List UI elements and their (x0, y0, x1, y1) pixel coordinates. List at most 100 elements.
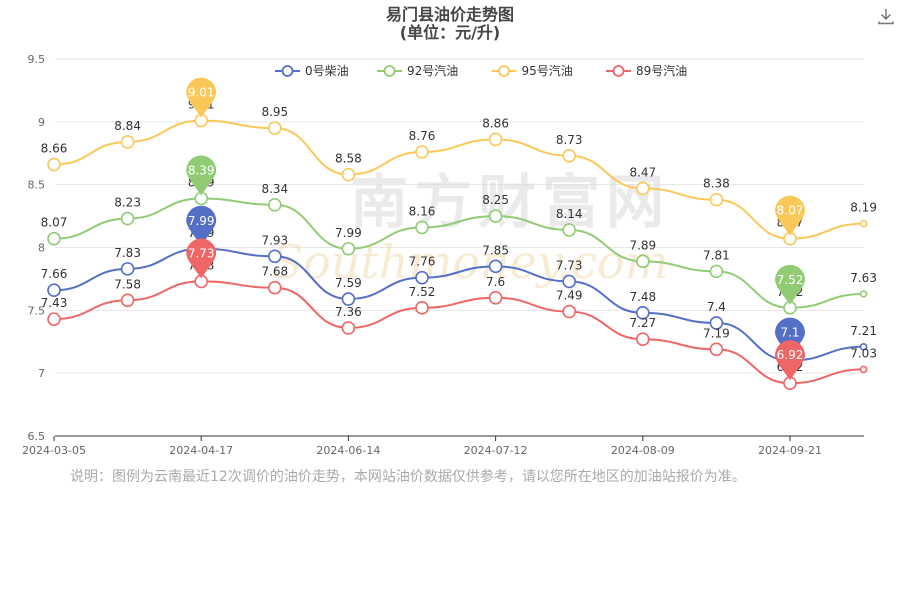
data-point (120, 262, 135, 276)
chart-subtitle: (单位：元/升) (400, 23, 500, 42)
data-point (267, 121, 282, 135)
data-point (341, 241, 356, 256)
data-label: 8.86 (482, 116, 509, 130)
legend-label: 92号汽油 (407, 63, 458, 78)
data-point (635, 332, 650, 347)
x-tick-label: 2024-07-12 (464, 444, 528, 457)
data-label: 7.27 (629, 316, 656, 330)
min-value-marker (775, 340, 805, 381)
data-label: 7.63 (850, 271, 877, 285)
x-tick-label: 2024-08-09 (611, 444, 675, 457)
data-point (562, 274, 577, 289)
data-point (341, 292, 356, 306)
data-point (267, 280, 282, 295)
download-icon[interactable] (876, 6, 896, 26)
data-point (47, 312, 61, 326)
data-label: 7.76 (409, 255, 436, 269)
max-value-marker (186, 205, 217, 246)
data-label: 7.93 (261, 233, 288, 247)
x-tick-label: 2024-03-05 (22, 444, 86, 457)
data-label: 8.19 (850, 201, 877, 215)
data-label: 8.95 (261, 105, 288, 119)
chart-title: 易门县油价走势图 (386, 5, 514, 24)
watermark-en-text: Southmoney.com (272, 235, 669, 289)
data-point (709, 264, 724, 279)
legend: 0号柴油 92号汽油 95号汽油 89号汽油 (275, 63, 687, 78)
data-point (859, 342, 868, 351)
y-tick-label: 7.5 (28, 304, 46, 317)
data-point (415, 220, 429, 235)
data-label: 7.4 (707, 300, 726, 314)
data-point (562, 223, 577, 237)
y-tick-label: 9.5 (28, 53, 46, 66)
min-value-marker (775, 195, 805, 236)
min-value-label: 7.52 (777, 273, 804, 287)
data-labels: 7.66 7.83 7.99 7.93 7.59 7.76 7.85 7.73 7.48 7.4 7… (41, 98, 877, 375)
data-label: 8.76 (409, 129, 436, 143)
data-label: 7.03 (850, 346, 877, 360)
data-point (488, 259, 503, 274)
data-label: 8.73 (556, 133, 583, 147)
legend-marker (281, 65, 294, 77)
min-value-label: 8.07 (777, 204, 804, 218)
data-label: 7.81 (703, 248, 730, 262)
legend-marker (383, 65, 396, 77)
legend-marker (498, 65, 510, 77)
extrema-markers: 7.99 7.1 8.39 7.52 9.01 8.07 7.73 6.92 (186, 77, 805, 381)
data-point (488, 132, 503, 147)
data-label: 7.58 (114, 277, 141, 291)
data-point (562, 148, 577, 163)
data-point (562, 304, 577, 319)
data-point (267, 197, 282, 212)
data-point (488, 209, 503, 223)
legend-label: 89号汽油 (636, 63, 687, 78)
data-point (709, 192, 724, 207)
data-point (859, 365, 868, 374)
data-point (635, 254, 650, 269)
data-point (47, 283, 61, 298)
data-label: 7.48 (629, 290, 656, 304)
legend-label: 95号汽油 (522, 63, 573, 78)
y-tick-label: 7 (38, 367, 45, 380)
data-label: 8.38 (703, 177, 730, 191)
data-label: 7.6 (486, 275, 505, 289)
data-point (709, 316, 724, 330)
data-label: 7.49 (556, 289, 583, 303)
data-point (415, 145, 429, 159)
data-label: 7.36 (335, 305, 362, 319)
data-label: 8.07 (41, 216, 68, 230)
x-tick-label: 2024-09-21 (758, 444, 822, 457)
data-label: 7.99 (335, 226, 362, 240)
y-tick-label: 9 (38, 116, 45, 129)
data-label: 8.23 (114, 196, 141, 210)
watermark-cn-text: 南方财富网 (350, 168, 670, 236)
data-label: 7.59 (335, 276, 362, 290)
data-label: 7.89 (629, 238, 656, 252)
legend-marker (612, 65, 625, 77)
min-value-marker (775, 317, 805, 358)
data-label: 8.25 (482, 193, 509, 207)
data-label: 8.34 (261, 182, 288, 196)
data-label: 7.66 (41, 267, 68, 281)
max-value-label: 7.99 (188, 214, 215, 228)
watermark: 南方财富网 Southmoney.com (272, 168, 670, 289)
min-value-marker (775, 264, 805, 305)
y-tick-label: 8.5 (28, 179, 46, 192)
data-label: 7.19 (703, 326, 730, 340)
x-tick-label: 2024-06-14 (316, 444, 380, 457)
data-point (341, 167, 356, 182)
data-point (120, 211, 135, 226)
data-label: 7.43 (41, 296, 68, 310)
series (47, 113, 868, 391)
data-label: 7.85 (482, 243, 509, 257)
max-value-label: 9.01 (188, 86, 215, 100)
data-point (120, 135, 135, 149)
footnote: 说明：图例为云南最近12次调价的油价走势，本网站油价数据仅供参考，请以您所在地区… (70, 469, 746, 485)
data-label: 8.16 (409, 204, 436, 218)
data-point (267, 249, 282, 264)
data-point (635, 306, 650, 320)
data-label: 8.58 (335, 152, 362, 166)
data-label: 8.66 (41, 142, 68, 156)
data-label: 8.84 (114, 119, 141, 133)
